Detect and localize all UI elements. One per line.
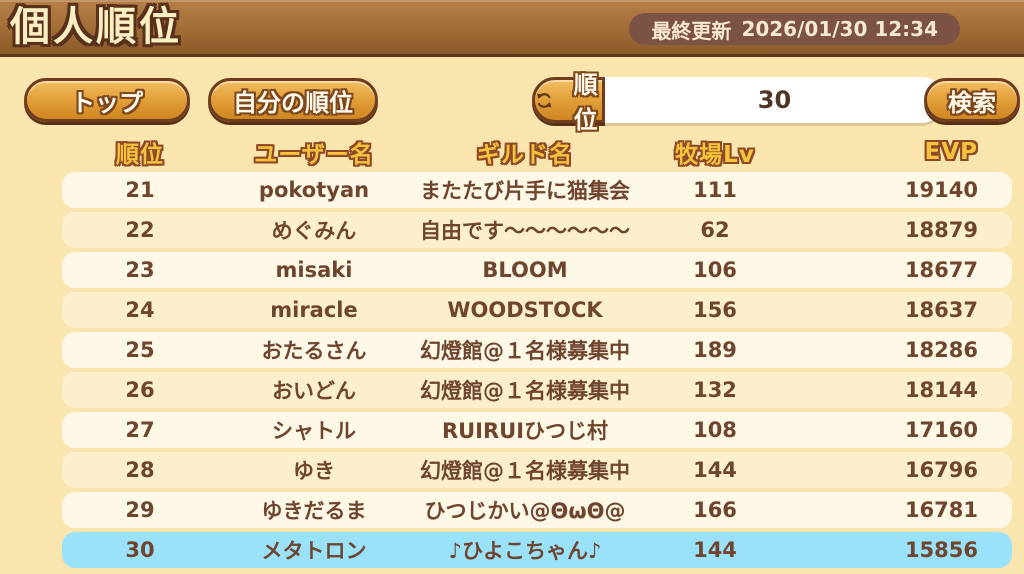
cell-user: めぐみん: [271, 219, 357, 243]
last-updated-label: 最終更新: [651, 18, 732, 43]
cell-guild: ひつじかい@ΘωΘ@: [424, 499, 626, 523]
cell-rank: 24: [125, 298, 155, 322]
cell-rank: 22: [125, 218, 155, 242]
ranking-table-body: 21 pokotyan またたび片手に猫集会 111 19140 22 めぐみん…: [62, 172, 1012, 572]
cell-guild: 幻燈館@１名様募集中: [420, 339, 630, 363]
cell-lv: 166: [693, 498, 737, 522]
table-header: 順位 ユーザー名 ギルド名 牧場Lv EVP: [62, 134, 1012, 170]
cell-evp: 16796: [904, 458, 978, 482]
cell-user: miracle: [270, 298, 358, 322]
cell-evp: 19140: [904, 178, 978, 202]
table-row: 25 おたるさん 幻燈館@１名様募集中 189 18286: [62, 332, 1012, 368]
cell-lv: 132: [693, 378, 737, 402]
cell-lv: 111: [693, 178, 737, 202]
cell-lv: 144: [693, 538, 737, 562]
cell-user: おいどん: [272, 379, 356, 403]
last-updated-badge: 最終更新 2026/01/30 12:34: [629, 13, 960, 45]
cell-lv: 144: [693, 458, 737, 482]
table-row: 27 シャトル RUIRUIひつじ村 108 17160: [62, 412, 1012, 448]
column-header-user: ユーザー名: [254, 142, 374, 168]
cell-guild: RUIRUIひつじ村: [441, 419, 609, 443]
cell-user: ゆきだるま: [261, 499, 367, 523]
cell-evp: 18879: [904, 218, 978, 242]
table-row: 21 pokotyan またたび片手に猫集会 111 19140: [62, 172, 1012, 208]
cell-rank: 26: [125, 378, 155, 402]
cell-user: misaki: [275, 258, 353, 282]
column-header-guild: ギルド名: [477, 142, 573, 168]
cell-evp: 15856: [904, 538, 978, 562]
cell-lv: 156: [693, 298, 737, 322]
cell-user: pokotyan: [258, 178, 370, 202]
table-row: 24 miracle WOODSTOCK 156 18637: [62, 292, 1012, 328]
table-row: 22 めぐみん 自由です〜〜〜〜〜〜 62 18879: [62, 212, 1012, 248]
search-category-button[interactable]: 順位: [532, 71, 605, 134]
my-rank-button[interactable]: 自分の順位: [208, 78, 378, 122]
cell-lv: 106: [693, 258, 737, 282]
cell-evp: 18144: [904, 378, 978, 402]
cell-guild: 幻燈館@１名様募集中: [420, 459, 630, 483]
table-row: 23 misaki BLOOM 106 18677: [62, 252, 1012, 288]
cell-rank: 23: [125, 258, 155, 282]
cell-evp: 18677: [904, 258, 978, 282]
cell-rank: 25: [125, 338, 155, 362]
cell-user: シャトル: [272, 419, 356, 443]
cell-guild: 幻燈館@１名様募集中: [420, 379, 630, 403]
search-button[interactable]: 検索: [924, 78, 1020, 122]
cell-evp: 18637: [904, 298, 978, 322]
cell-rank: 21: [125, 178, 155, 202]
cell-user: メタトロン: [261, 539, 367, 563]
cell-lv: 189: [693, 338, 737, 362]
cell-guild: またたび片手に猫集会: [420, 179, 630, 203]
table-row: 29 ゆきだるま ひつじかい@ΘωΘ@ 166 16781: [62, 492, 1012, 528]
column-header-rank: 順位: [116, 142, 164, 168]
search-category-label: 順位: [573, 71, 598, 134]
cell-lv: 62: [700, 218, 730, 242]
cell-rank: 27: [125, 418, 155, 442]
table-row: 28 ゆき 幻燈館@１名様募集中 144 16796: [62, 452, 1012, 488]
cell-rank: 28: [125, 458, 155, 482]
cell-guild: WOODSTOCK: [447, 298, 603, 322]
refresh-icon: [537, 92, 552, 108]
header-bar: 個人順位 最終更新 2026/01/30 12:34: [0, 0, 1024, 57]
cell-user: ゆき: [293, 459, 335, 483]
cell-evp: 18286: [904, 338, 978, 362]
cell-lv: 108: [693, 418, 737, 442]
cell-guild: BLOOM: [482, 258, 568, 282]
table-row: 30 メタトロン ♪ひよこちゃん♪ 144 15856: [62, 532, 1012, 568]
cell-guild: 自由です〜〜〜〜〜〜: [420, 219, 630, 243]
cell-rank: 29: [125, 498, 155, 522]
rank-search-widget: 順位: [532, 71, 944, 134]
cell-evp: 16781: [904, 498, 978, 522]
column-header-evp: EVP: [924, 139, 978, 165]
cell-rank: 30: [125, 538, 155, 562]
cell-user: おたるさん: [261, 339, 367, 363]
cell-guild: ♪ひよこちゃん♪: [448, 539, 602, 563]
last-updated-value: 2026/01/30 12:34: [741, 17, 938, 41]
top-button[interactable]: トップ: [24, 78, 190, 122]
cell-evp: 17160: [904, 418, 978, 442]
rank-search-input[interactable]: [605, 77, 944, 123]
page-title: 個人順位: [10, 4, 182, 50]
table-row: 26 おいどん 幻燈館@１名様募集中 132 18144: [62, 372, 1012, 408]
column-header-lv: 牧場Lv: [675, 142, 755, 168]
